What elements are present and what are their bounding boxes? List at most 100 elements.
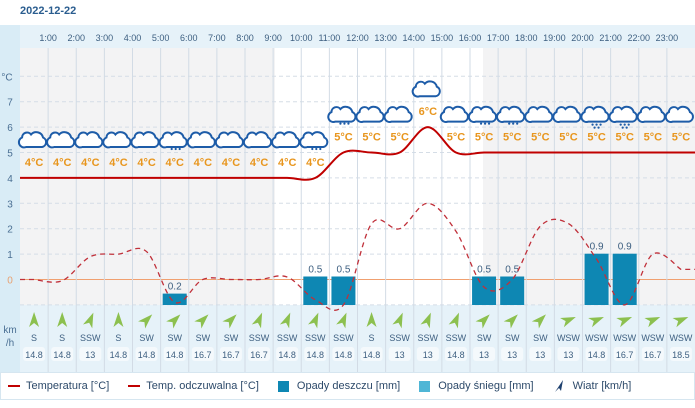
wind-direction-label: WSW: [641, 333, 664, 343]
wind-speed-label: 14.8: [363, 350, 381, 360]
cloud-icon: [552, 105, 582, 123]
wind-arrow-icon: [166, 314, 181, 329]
day-bg: [275, 48, 483, 305]
hour-label: 4:00: [124, 33, 142, 43]
legend-rain-label: Opady deszczu [mm]: [296, 380, 401, 392]
wind-speed-box: [135, 347, 158, 361]
rain-bar: [612, 253, 637, 305]
y-tick-label: 7: [7, 98, 13, 109]
cloud-icon: [102, 131, 132, 149]
temp-label: 5°C: [587, 132, 606, 144]
y-tick-label: 3: [7, 199, 13, 210]
cloud-rain-icon: [299, 131, 329, 151]
wind-speed-box: [360, 347, 383, 361]
cloud-icon: [242, 131, 273, 149]
y-tick-label: 0: [7, 276, 13, 287]
rain-value-label: 0.5: [477, 265, 491, 276]
legend-snow-label: Opady śniegu [mm]: [438, 380, 534, 392]
wind-speed-box: [444, 347, 467, 361]
wind-direction-label: WSW: [669, 333, 692, 343]
wind-speed-box: [304, 347, 327, 361]
hour-label: 20:00: [571, 33, 594, 43]
legend-wind[interactable]: Wiatr [km/h]: [553, 379, 632, 393]
wind-speed-box: [276, 347, 299, 361]
rain-bar: [584, 253, 609, 305]
hour-label: 23:00: [656, 33, 679, 43]
wind-speed-label: 14.8: [53, 350, 71, 360]
wind-arrow-icon: [251, 312, 263, 329]
temp-label: 4°C: [109, 157, 128, 169]
wind-speed-box: [191, 347, 214, 361]
wind-arrow-icon: [29, 312, 40, 327]
wind-direction-label: WSW: [613, 333, 636, 343]
hour-label: 10:00: [290, 33, 313, 43]
hour-label: 18:00: [515, 33, 538, 43]
wind-arrow-icon: [616, 316, 633, 328]
legend-temp[interactable]: Temperatura [°C]: [8, 380, 109, 392]
wind-speed-label: 14.8: [25, 350, 43, 360]
wind-speed-label: 16.7: [616, 350, 634, 360]
wind-arrow-icon: [560, 316, 576, 328]
wind-direction-label: WSW: [585, 333, 608, 343]
wind-speed-label: 14.8: [138, 350, 156, 360]
temp-label: 5°C: [503, 132, 522, 144]
temp-label: 5°C: [644, 132, 663, 144]
cloud-icon: [355, 105, 385, 123]
temp-label: 5°C: [334, 132, 353, 144]
wind-arrow-icon: [672, 316, 689, 328]
legend-feels[interactable]: Temp. odczuwalna [°C]: [128, 380, 259, 392]
rain-swatch: [277, 380, 289, 392]
wind-arrow-icon: [222, 314, 237, 329]
cloud-icon: [664, 105, 694, 123]
wind-speed-label: 18.5: [672, 350, 690, 360]
y-tick-label: 5: [7, 149, 13, 160]
temperature-line: [20, 126, 695, 181]
wind-arrow-icon: [336, 312, 347, 329]
cloud-icon: [636, 105, 666, 123]
cloud-icon: [524, 105, 554, 123]
hour-label: 14:00: [402, 33, 425, 43]
legend-rain[interactable]: Opady deszczu [mm]: [277, 380, 401, 392]
wind-speed-box: [388, 347, 411, 361]
legend-snow[interactable]: Opady śniegu [mm]: [419, 380, 534, 392]
wind-arrow-icon: [308, 312, 319, 329]
rain-value-label: 0.5: [336, 265, 350, 276]
wind-arrow-icon: [531, 314, 546, 329]
wind-speed-label: 13: [423, 350, 433, 360]
temp-label: 5°C: [531, 132, 550, 144]
wind-direction-label: SW: [505, 333, 520, 343]
wind-speed-box: [332, 347, 355, 361]
wind-direction-label: SW: [139, 333, 154, 343]
wind-arrow-icon: [392, 312, 403, 329]
temp-label: 5°C: [362, 132, 381, 144]
wind-speed-box: [669, 347, 692, 361]
cloud-icon: [186, 131, 216, 149]
wind-unit-label: km: [3, 325, 16, 336]
wind-speed-box: [416, 347, 439, 361]
rain-value-label: 0.9: [618, 242, 632, 253]
hour-label: 2:00: [67, 33, 85, 43]
temp-label: 5°C: [559, 132, 578, 144]
wind-speed-box: [557, 347, 580, 361]
wind-direction-label: S: [115, 333, 121, 343]
wind-direction-label: SW: [533, 333, 548, 343]
cloud-icon: [271, 131, 301, 149]
wind-speed-label: 16.7: [644, 350, 662, 360]
wind-speed-box: [473, 347, 496, 361]
wind-arrow-icon: [366, 312, 377, 327]
wind-speed-box: [79, 347, 102, 361]
wind-arrow-icon: [588, 316, 604, 328]
temp-label: 4°C: [165, 157, 184, 169]
wind-arrow-icon: [83, 312, 94, 329]
wind-arrow-icon: [279, 312, 291, 329]
wind-direction-label: WSW: [557, 333, 580, 343]
rain-value-label: 0.2: [168, 282, 182, 293]
temp-line-swatch: [8, 385, 20, 387]
temp-label: 5°C: [615, 132, 634, 144]
wind-speed-box: [51, 347, 74, 361]
legend-wind-label: Wiatr [km/h]: [572, 380, 632, 392]
wind-speed-label: 13: [85, 350, 95, 360]
wind-speed-box: [248, 347, 271, 361]
feels-line-swatch: [128, 385, 141, 387]
wind-speed-label: 14.8: [588, 350, 606, 360]
